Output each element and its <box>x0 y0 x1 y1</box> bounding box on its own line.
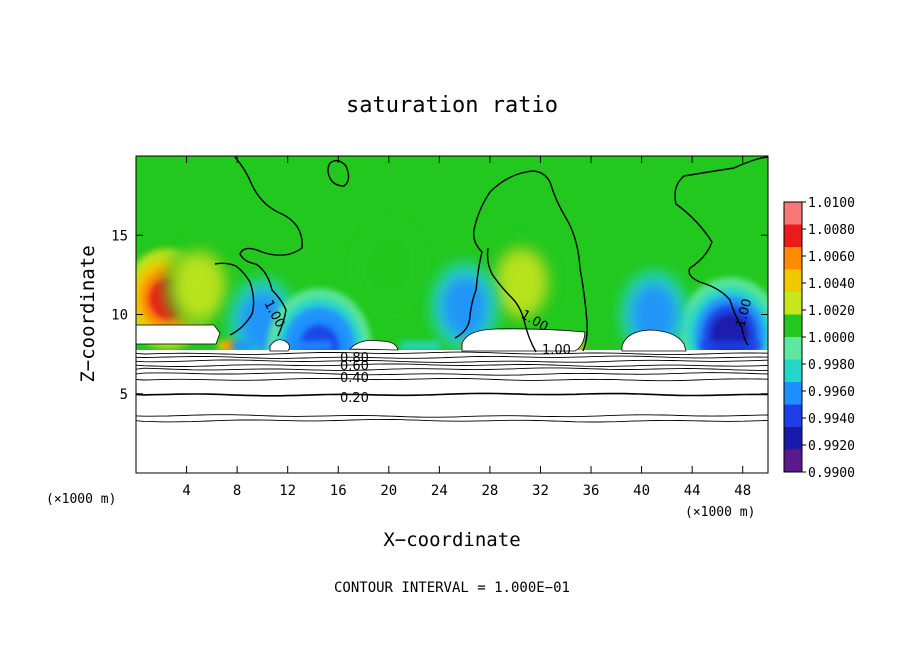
contour-label-1.00: 1.00 <box>733 297 755 329</box>
cloud-patch <box>136 324 221 345</box>
x-axis-title: X−coordinate <box>383 529 520 551</box>
anomaly-shade <box>364 234 413 299</box>
colorbar-segment <box>784 359 802 382</box>
subsaturated-contour <box>136 363 768 367</box>
colorbar-tick-label: 1.0080 <box>808 223 855 238</box>
colorbar-tick-label: 0.9960 <box>808 385 855 400</box>
colorbar <box>783 201 803 473</box>
subsaturated-contour <box>136 392 768 397</box>
colorbar-tick-label: 0.9920 <box>808 439 855 454</box>
y-axis: 5 10 15 <box>111 228 768 403</box>
colorbar-segment <box>784 337 802 360</box>
edge-band <box>700 340 760 351</box>
y-tick-label: 15 <box>111 228 128 244</box>
plot-area <box>136 156 768 473</box>
edge-band <box>232 340 250 351</box>
colorbar-segment <box>784 427 802 450</box>
x-axis: 4 8 12 16 20 24 28 32 36 40 44 48 <box>182 156 751 499</box>
colorbar-tick-label: 1.0060 <box>808 250 855 265</box>
cloud-patch <box>269 339 290 352</box>
subsaturated-contour <box>136 367 768 371</box>
x-tick-label: 8 <box>233 483 241 499</box>
colorbar-tick-label: 0.9980 <box>808 358 855 373</box>
x-tick-label: 36 <box>583 483 600 499</box>
contour-label-0.80: 0.80 <box>340 351 369 366</box>
anomaly-shade <box>175 253 224 318</box>
x-tick-label: 32 <box>532 483 549 499</box>
edge-band <box>400 340 440 351</box>
colorbar-tick-label: 1.0100 <box>808 196 855 211</box>
x-tick-label: 44 <box>684 483 701 499</box>
x-unit-label-right: (×1000 m) <box>685 505 755 520</box>
subsaturated-contour <box>136 355 768 359</box>
contour-line-1.00 <box>674 156 768 346</box>
x-tick-label: 40 <box>633 483 650 499</box>
colorbar-tick-label: 0.9940 <box>808 412 855 427</box>
cloud-patch <box>349 339 399 351</box>
contour-label-0.20: 0.20 <box>340 391 369 406</box>
field-anomaly <box>165 241 234 330</box>
colorbar-tick-label: 1.0020 <box>808 304 855 319</box>
colorbar-ticks: 0.9900 0.9920 0.9940 0.9960 0.9980 1.0000 1.00… <box>802 196 855 481</box>
chart-title: saturation ratio <box>346 93 558 118</box>
colorbar-segment <box>784 382 802 405</box>
contour-interval-note: CONTOUR INTERVAL = 1.000E−01 <box>334 580 570 596</box>
colorbar-segment <box>784 314 802 337</box>
field-anomaly <box>354 222 423 311</box>
y-tick-label: 10 <box>111 308 128 324</box>
subsaturated-contour <box>136 414 768 418</box>
subsaturated-contour <box>136 377 768 382</box>
contour-label-1.00: 1.00 <box>542 343 571 358</box>
subsaturated-contour-lines <box>136 351 768 423</box>
contour-line-1.00 <box>327 159 350 187</box>
anomaly-shade <box>440 274 489 339</box>
x-tick-label: 4 <box>182 483 190 499</box>
colorbar-segment <box>784 404 802 427</box>
colorbar-tick-label: 0.9900 <box>808 466 855 481</box>
anomaly-shade <box>497 250 546 315</box>
cloud-patch <box>461 328 586 352</box>
x-unit-label-left: (×1000 m) <box>46 492 116 507</box>
edge-band <box>296 340 332 351</box>
x-tick-label: 48 <box>734 483 751 499</box>
contour-line-1.00 <box>214 262 255 336</box>
contour-line-1.00 <box>486 247 537 353</box>
x-tick-label: 20 <box>380 483 397 499</box>
edge-band <box>224 340 236 351</box>
contour-label-0.40: 0.40 <box>340 371 369 386</box>
colorbar-segment <box>784 202 802 225</box>
field-anomaly <box>430 262 499 351</box>
subsaturated-contour <box>136 359 768 363</box>
subsaturated-contour <box>136 372 768 376</box>
y-axis-title: Z−coordinate <box>77 245 99 382</box>
subsaturated-contour <box>136 418 768 423</box>
x-tick-label: 16 <box>330 483 347 499</box>
colorbar-segment <box>784 247 802 270</box>
contour-line-1.00 <box>454 170 588 352</box>
colorbar-segment <box>784 449 802 472</box>
colorbar-segment <box>784 269 802 292</box>
x-tick-label: 28 <box>481 483 498 499</box>
cloud-patches <box>136 324 687 352</box>
subsaturated-contour <box>136 351 768 356</box>
subsaturated-lower-layer <box>136 350 768 473</box>
y-tick-label: 5 <box>120 387 128 403</box>
colorbar-tick-label: 1.0040 <box>808 277 855 292</box>
cloud-patch <box>621 329 687 352</box>
field-anomaly <box>487 238 556 327</box>
contour-label-0.60: 0.60 <box>340 359 369 374</box>
contour-lines <box>214 156 768 353</box>
colorbar-segment <box>784 292 802 315</box>
colorbar-tick-label: 1.0000 <box>808 331 855 346</box>
x-tick-label: 12 <box>279 483 296 499</box>
contour-line-1.00 <box>234 156 303 337</box>
colorbar-segment <box>784 224 802 247</box>
x-tick-label: 24 <box>431 483 448 499</box>
